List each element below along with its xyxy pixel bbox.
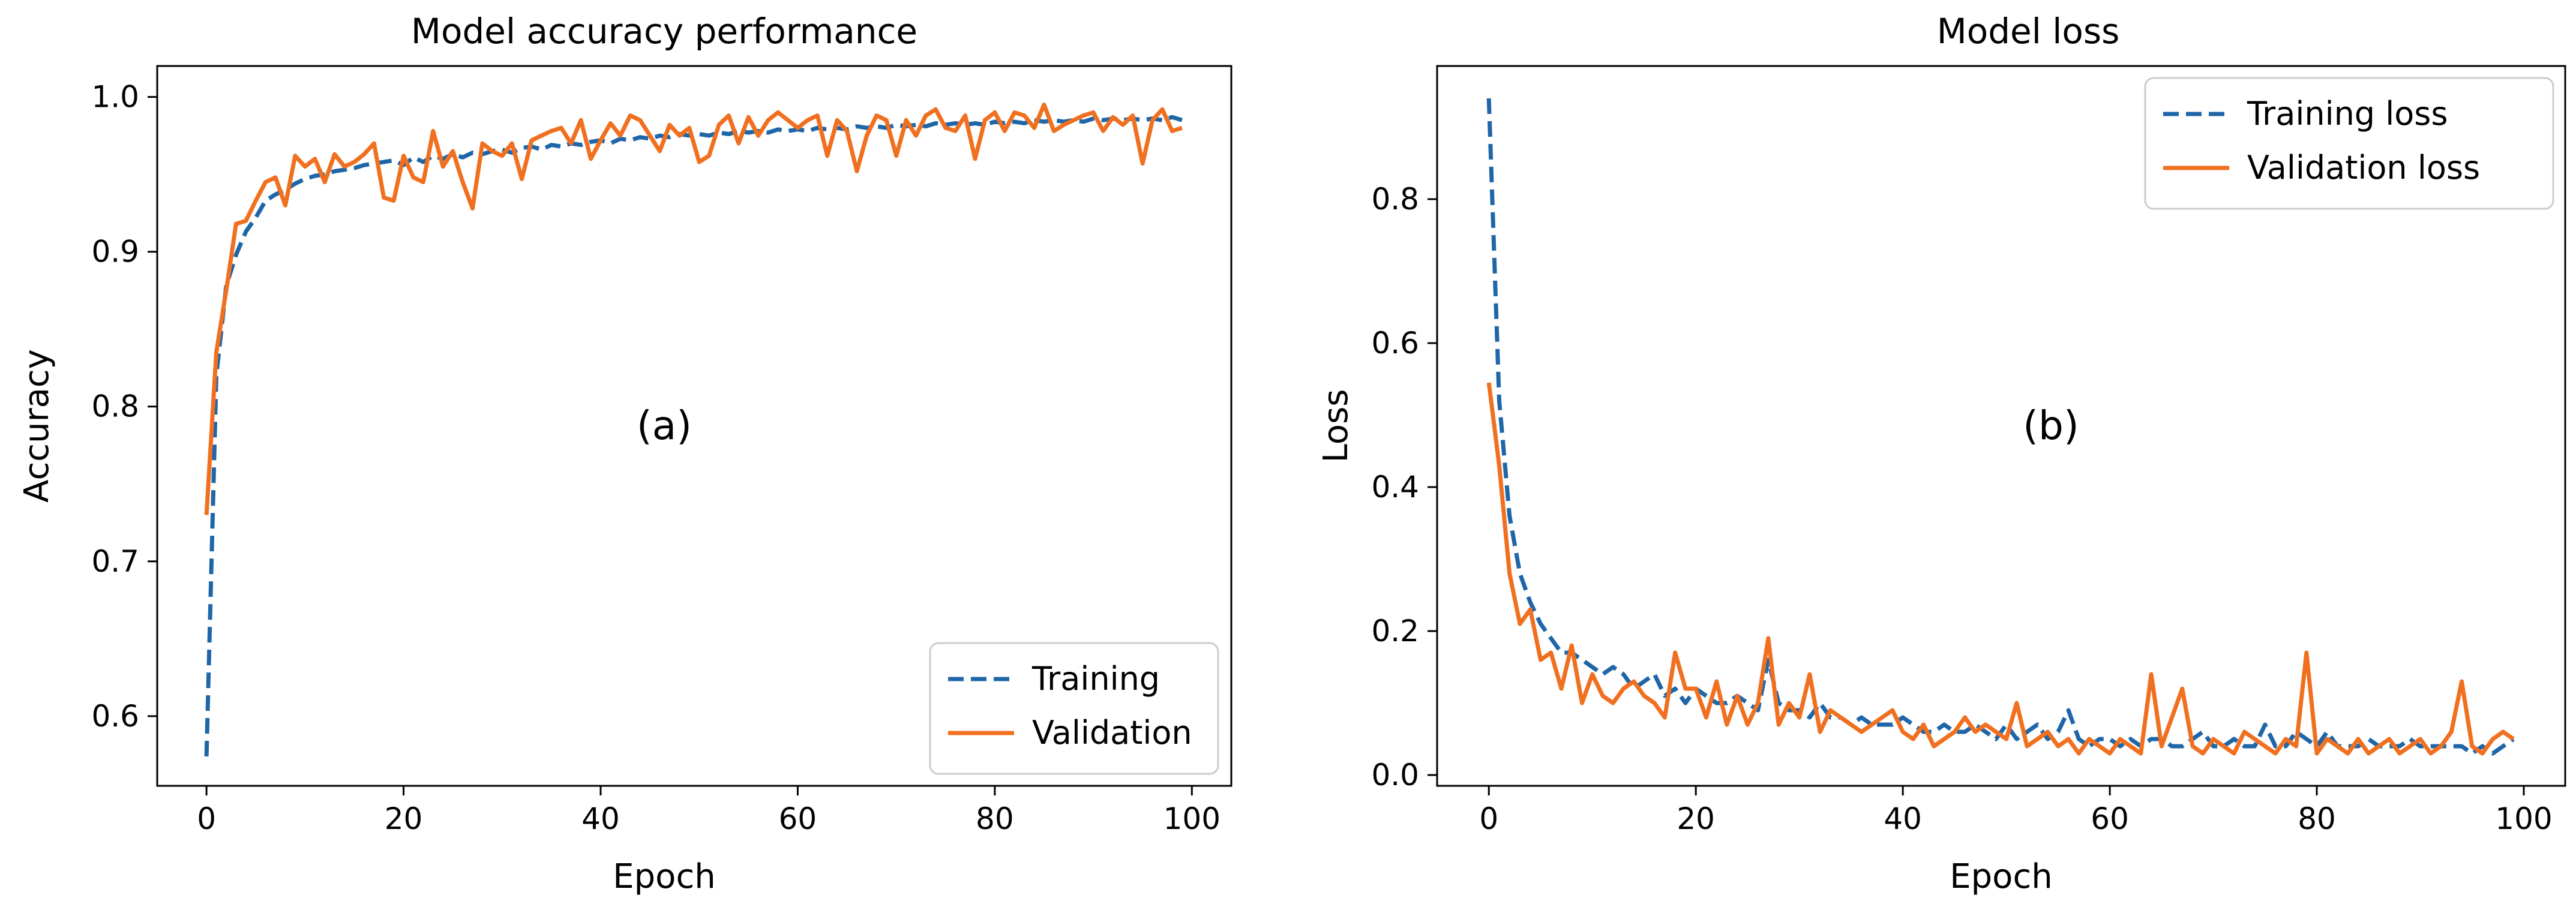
loss-x-axis-label: Epoch	[1950, 857, 2052, 896]
accuracy-x-axis-label: Epoch	[613, 857, 715, 896]
loss-y-tick-label: 0.4	[1371, 470, 1419, 504]
loss-panel-label: (b)	[2023, 403, 2079, 449]
accuracy-chart: Model accuracy performance 0 20 40 60 80 100 0…	[17, 11, 1232, 896]
loss-y-tick-label: 0.2	[1371, 614, 1419, 648]
loss-x-tick-label: 0	[1479, 801, 1498, 836]
accuracy-y-tick-label: 1.0	[91, 80, 139, 115]
loss-x-tick-label: 60	[2091, 801, 2129, 836]
loss-series-training-loss	[1486, 98, 2515, 756]
loss-y-tick-label: 0.6	[1371, 326, 1419, 361]
accuracy-series-validation	[204, 103, 1183, 515]
loss-legend: Training loss Validation loss	[2144, 77, 2554, 210]
loss-x-tick-label: 100	[2495, 801, 2552, 836]
accuracy-y-axis-label: Accuracy	[17, 349, 56, 503]
accuracy-y-tick-label: 0.8	[91, 389, 139, 424]
loss-plot-frame	[1436, 65, 2566, 787]
accuracy-y-tick-label: 0.7	[91, 544, 139, 579]
accuracy-x-tick-label: 20	[385, 801, 423, 836]
accuracy-legend-training-label: Training	[1031, 660, 1160, 698]
loss-x-tick-label: 80	[2298, 801, 2336, 836]
loss-legend-validation-label: Validation loss	[2247, 149, 2480, 187]
accuracy-legend: Training Validation	[929, 642, 1219, 775]
accuracy-plot-frame	[156, 65, 1232, 787]
accuracy-x-tick-label: 40	[581, 801, 620, 836]
accuracy-x-tick-label: 0	[197, 801, 216, 836]
loss-chart-title: Model loss	[1937, 11, 2120, 52]
accuracy-chart-title: Model accuracy performance	[411, 11, 917, 52]
accuracy-y-tick-label: 0.6	[91, 699, 139, 734]
accuracy-x-tick-label: 100	[1163, 801, 1220, 836]
loss-x-tick-label: 40	[1884, 801, 1922, 836]
accuracy-x-tick-label: 80	[976, 801, 1014, 836]
loss-y-axis-label: Loss	[1317, 389, 1356, 463]
loss-y-tick-label: 0.0	[1371, 758, 1419, 792]
loss-legend-training-label: Training loss	[2247, 95, 2448, 133]
loss-chart: Model loss 0 20 40 60 80 100 0.0 0.2 0.4 0.6 0.8 (…	[1317, 11, 2566, 896]
loss-x-tick-label: 20	[1677, 801, 1715, 836]
accuracy-series-training	[204, 115, 1183, 757]
loss-legend-box	[2144, 77, 2554, 210]
loss-y-tick-label: 0.8	[1371, 182, 1419, 217]
accuracy-legend-box	[929, 642, 1219, 775]
accuracy-x-tick-label: 60	[779, 801, 817, 836]
accuracy-legend-validation-label: Validation	[1032, 714, 1192, 752]
loss-series-validation-loss	[1486, 382, 2515, 756]
accuracy-y-tick-label: 0.9	[91, 235, 139, 269]
accuracy-panel-label: (a)	[637, 403, 692, 449]
